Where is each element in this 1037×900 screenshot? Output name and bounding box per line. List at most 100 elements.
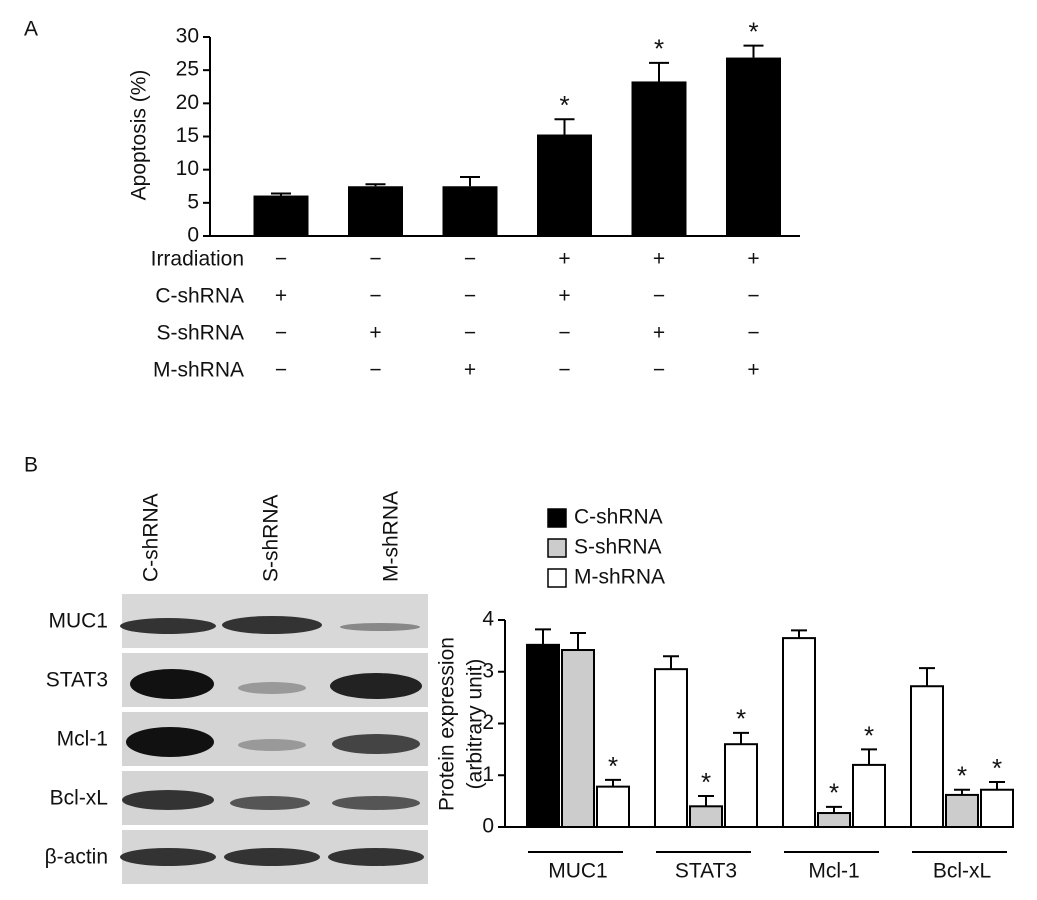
condition-mark: −	[369, 359, 381, 382]
row-label: MUC1	[48, 610, 108, 633]
y-tick-label: 15	[176, 124, 199, 147]
bar	[724, 743, 758, 829]
lane-label: S-shRNA	[260, 494, 283, 582]
significance: *	[748, 16, 758, 46]
condition-mark: −	[464, 322, 476, 345]
legend-label: M-shRNA	[574, 566, 665, 589]
y-tick-label: 20	[176, 91, 199, 114]
y-tick-label: 2	[482, 711, 494, 734]
x-tick-label: Bcl-xL	[933, 860, 991, 883]
band	[332, 796, 420, 810]
significance: *	[864, 720, 874, 750]
condition-mark: −	[464, 248, 476, 271]
significance: *	[957, 761, 967, 791]
bar	[910, 685, 944, 828]
y-tick-label: 4	[482, 608, 494, 631]
error-bar	[919, 667, 935, 687]
error-bar	[663, 655, 679, 670]
blot: C-shRNA S-shRNA M-shRNA MUC1 STAT3 Mcl-1…	[45, 491, 428, 884]
x-tick-label: MUC1	[548, 860, 608, 883]
significance: *	[701, 767, 711, 797]
condition-mark: +	[747, 359, 759, 382]
band	[328, 848, 424, 866]
y-tick-label: 0	[482, 815, 494, 838]
condition-label: M-shRNA	[153, 359, 244, 382]
panel-label: B	[24, 454, 38, 477]
condition-mark: −	[464, 285, 476, 308]
error-bar	[605, 778, 621, 787]
y-axis-label: (arbitrary unit)	[464, 659, 487, 790]
bar	[253, 195, 309, 236]
condition-mark: −	[558, 359, 570, 382]
band	[222, 616, 322, 634]
bar	[596, 785, 630, 829]
error-bar	[826, 805, 842, 814]
condition-mark: +	[653, 322, 665, 345]
row-label: Bcl-xL	[50, 787, 108, 810]
bar	[782, 637, 816, 828]
condition-mark: +	[464, 359, 476, 382]
condition-mark: −	[369, 248, 381, 271]
legend-swatch	[547, 568, 567, 588]
y-tick-label: 25	[176, 58, 199, 81]
significance: *	[736, 704, 746, 734]
lane-label: C-shRNA	[140, 493, 163, 582]
condition-mark: −	[747, 322, 759, 345]
bar	[654, 668, 688, 828]
error-bar	[649, 61, 669, 82]
y-axis-label: Protein expression	[436, 637, 459, 811]
y-tick-label: 0	[187, 224, 199, 247]
significance: *	[608, 751, 618, 781]
significance: *	[992, 753, 1002, 783]
condition-mark: −	[653, 359, 665, 382]
band	[120, 618, 216, 634]
error-bar	[535, 628, 551, 645]
band	[224, 848, 320, 866]
row-label: Mcl-1	[57, 728, 108, 751]
error-bar	[698, 794, 714, 807]
error-bar	[743, 44, 764, 58]
band	[330, 673, 422, 699]
legend-label: C-shRNA	[574, 506, 663, 529]
band	[340, 623, 420, 631]
error-bar	[861, 748, 877, 765]
legend-swatch	[547, 508, 567, 528]
band	[332, 734, 420, 754]
condition-mark: +	[275, 285, 287, 308]
condition-mark: −	[558, 322, 570, 345]
error-bar	[271, 192, 291, 196]
condition-label: Irradiation	[151, 248, 244, 271]
significance: *	[829, 778, 839, 808]
y-axis-label: Apoptosis (%)	[128, 70, 151, 201]
condition-mark: −	[275, 359, 287, 382]
y-tick-label: 10	[176, 157, 199, 180]
y-tick-label: 30	[176, 25, 199, 48]
bar	[689, 805, 723, 828]
bar	[631, 81, 687, 237]
condition-mark: −	[653, 285, 665, 308]
condition-mark: +	[558, 285, 570, 308]
significance: *	[559, 90, 569, 120]
band	[120, 848, 216, 866]
y-tick-label: 3	[482, 659, 494, 682]
error-bar	[460, 175, 480, 187]
error-bar	[554, 118, 575, 135]
bar	[561, 649, 595, 829]
significance: *	[654, 34, 664, 64]
error-bar	[570, 631, 586, 651]
x-tick-label: Mcl-1	[808, 860, 859, 883]
y-tick-label: 1	[482, 763, 494, 786]
legend-label: S-shRNA	[574, 536, 662, 559]
band	[238, 739, 306, 751]
x-tick-label: STAT3	[675, 860, 737, 883]
condition-mark: −	[275, 248, 287, 271]
lane-label: M-shRNA	[380, 491, 403, 582]
row-label: β-actin	[45, 846, 108, 869]
condition-mark: +	[369, 322, 381, 345]
band	[130, 669, 214, 699]
condition-mark: −	[747, 285, 759, 308]
condition-mark: +	[653, 248, 665, 271]
bar	[537, 134, 592, 236]
bar	[852, 763, 886, 829]
bar	[945, 793, 979, 828]
